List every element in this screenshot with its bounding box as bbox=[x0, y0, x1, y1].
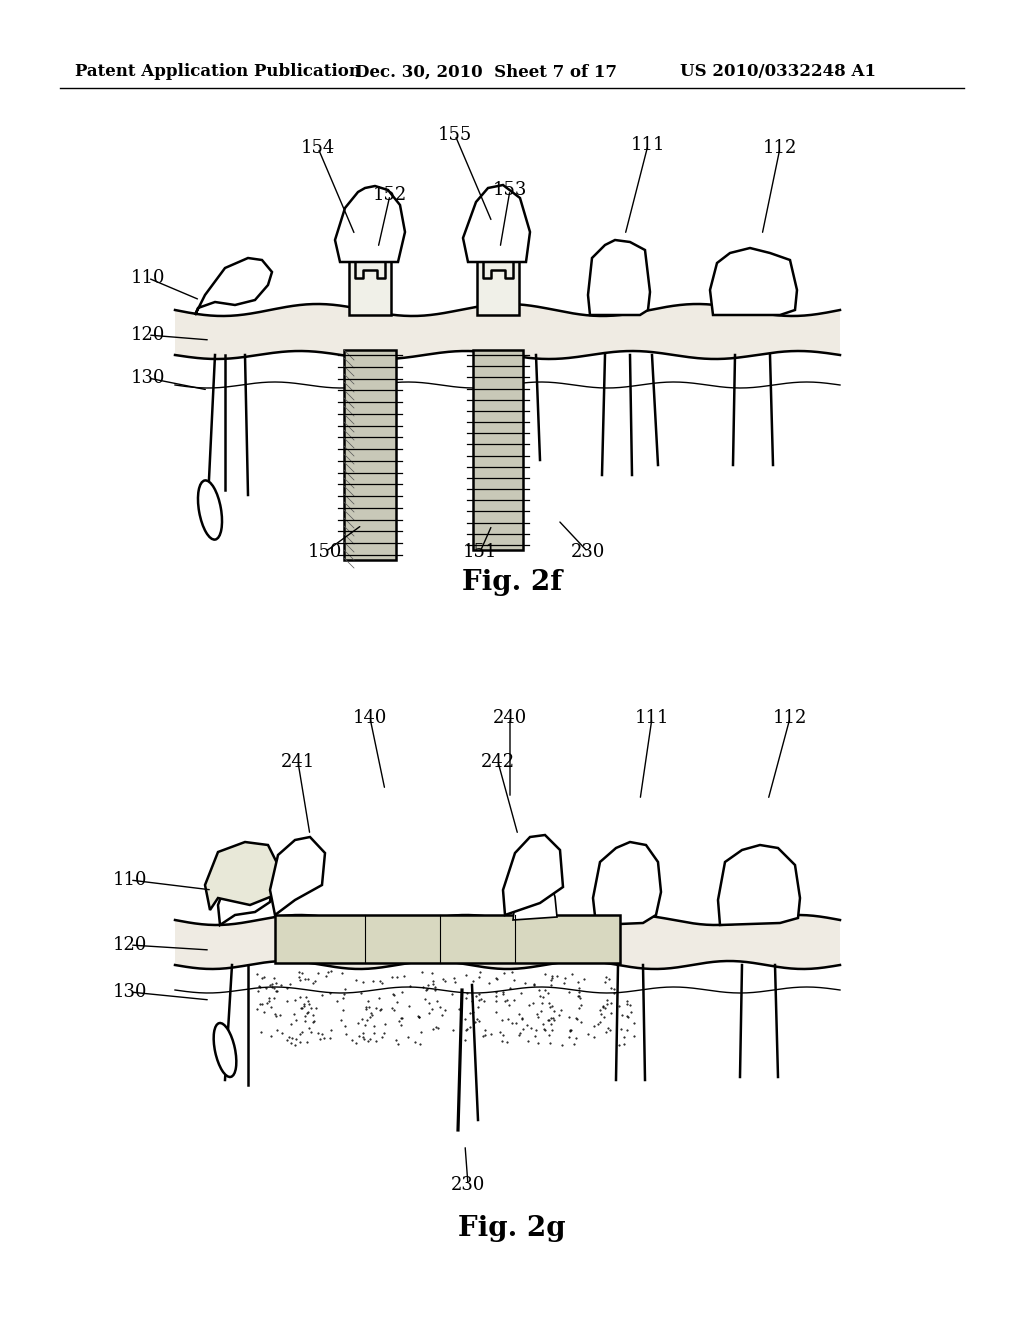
Polygon shape bbox=[335, 186, 406, 261]
Text: 230: 230 bbox=[570, 543, 605, 561]
Text: 150: 150 bbox=[308, 543, 342, 561]
Polygon shape bbox=[718, 845, 800, 925]
Bar bbox=[275, 915, 620, 964]
Text: Fig. 2f: Fig. 2f bbox=[462, 569, 562, 595]
Bar bbox=[344, 350, 396, 560]
Text: 130: 130 bbox=[113, 983, 147, 1001]
Text: 120: 120 bbox=[131, 326, 165, 345]
Text: 153: 153 bbox=[493, 181, 527, 199]
Polygon shape bbox=[218, 865, 272, 925]
Polygon shape bbox=[463, 185, 530, 261]
Text: Patent Application Publication: Patent Application Publication bbox=[75, 63, 360, 81]
Ellipse shape bbox=[198, 480, 222, 540]
Polygon shape bbox=[175, 915, 840, 969]
Polygon shape bbox=[195, 257, 272, 315]
Polygon shape bbox=[593, 842, 662, 925]
Text: 112: 112 bbox=[773, 709, 807, 727]
Polygon shape bbox=[270, 837, 325, 915]
Text: 152: 152 bbox=[373, 186, 408, 205]
Text: 151: 151 bbox=[463, 543, 498, 561]
Polygon shape bbox=[710, 248, 797, 315]
Text: 155: 155 bbox=[438, 125, 472, 144]
Text: Dec. 30, 2010  Sheet 7 of 17: Dec. 30, 2010 Sheet 7 of 17 bbox=[355, 63, 617, 81]
Text: 230: 230 bbox=[451, 1176, 485, 1195]
Text: 140: 140 bbox=[353, 709, 387, 727]
Text: US 2010/0332248 A1: US 2010/0332248 A1 bbox=[680, 63, 876, 81]
Polygon shape bbox=[175, 304, 840, 359]
Text: 111: 111 bbox=[631, 136, 666, 154]
Polygon shape bbox=[205, 842, 278, 909]
Bar bbox=[349, 260, 391, 315]
Text: 130: 130 bbox=[131, 370, 165, 387]
Text: 110: 110 bbox=[113, 871, 147, 888]
Polygon shape bbox=[503, 836, 563, 915]
Text: 240: 240 bbox=[493, 709, 527, 727]
Text: 111: 111 bbox=[635, 709, 670, 727]
Polygon shape bbox=[588, 240, 650, 315]
Text: 110: 110 bbox=[131, 269, 165, 286]
Bar bbox=[473, 350, 523, 550]
Text: Fig. 2g: Fig. 2g bbox=[458, 1214, 566, 1242]
Text: 120: 120 bbox=[113, 936, 147, 954]
Text: 241: 241 bbox=[281, 752, 315, 771]
Polygon shape bbox=[513, 863, 557, 920]
Ellipse shape bbox=[214, 1023, 237, 1077]
Text: 242: 242 bbox=[481, 752, 515, 771]
Bar bbox=[477, 260, 519, 315]
Text: 112: 112 bbox=[763, 139, 798, 157]
Text: 154: 154 bbox=[301, 139, 335, 157]
